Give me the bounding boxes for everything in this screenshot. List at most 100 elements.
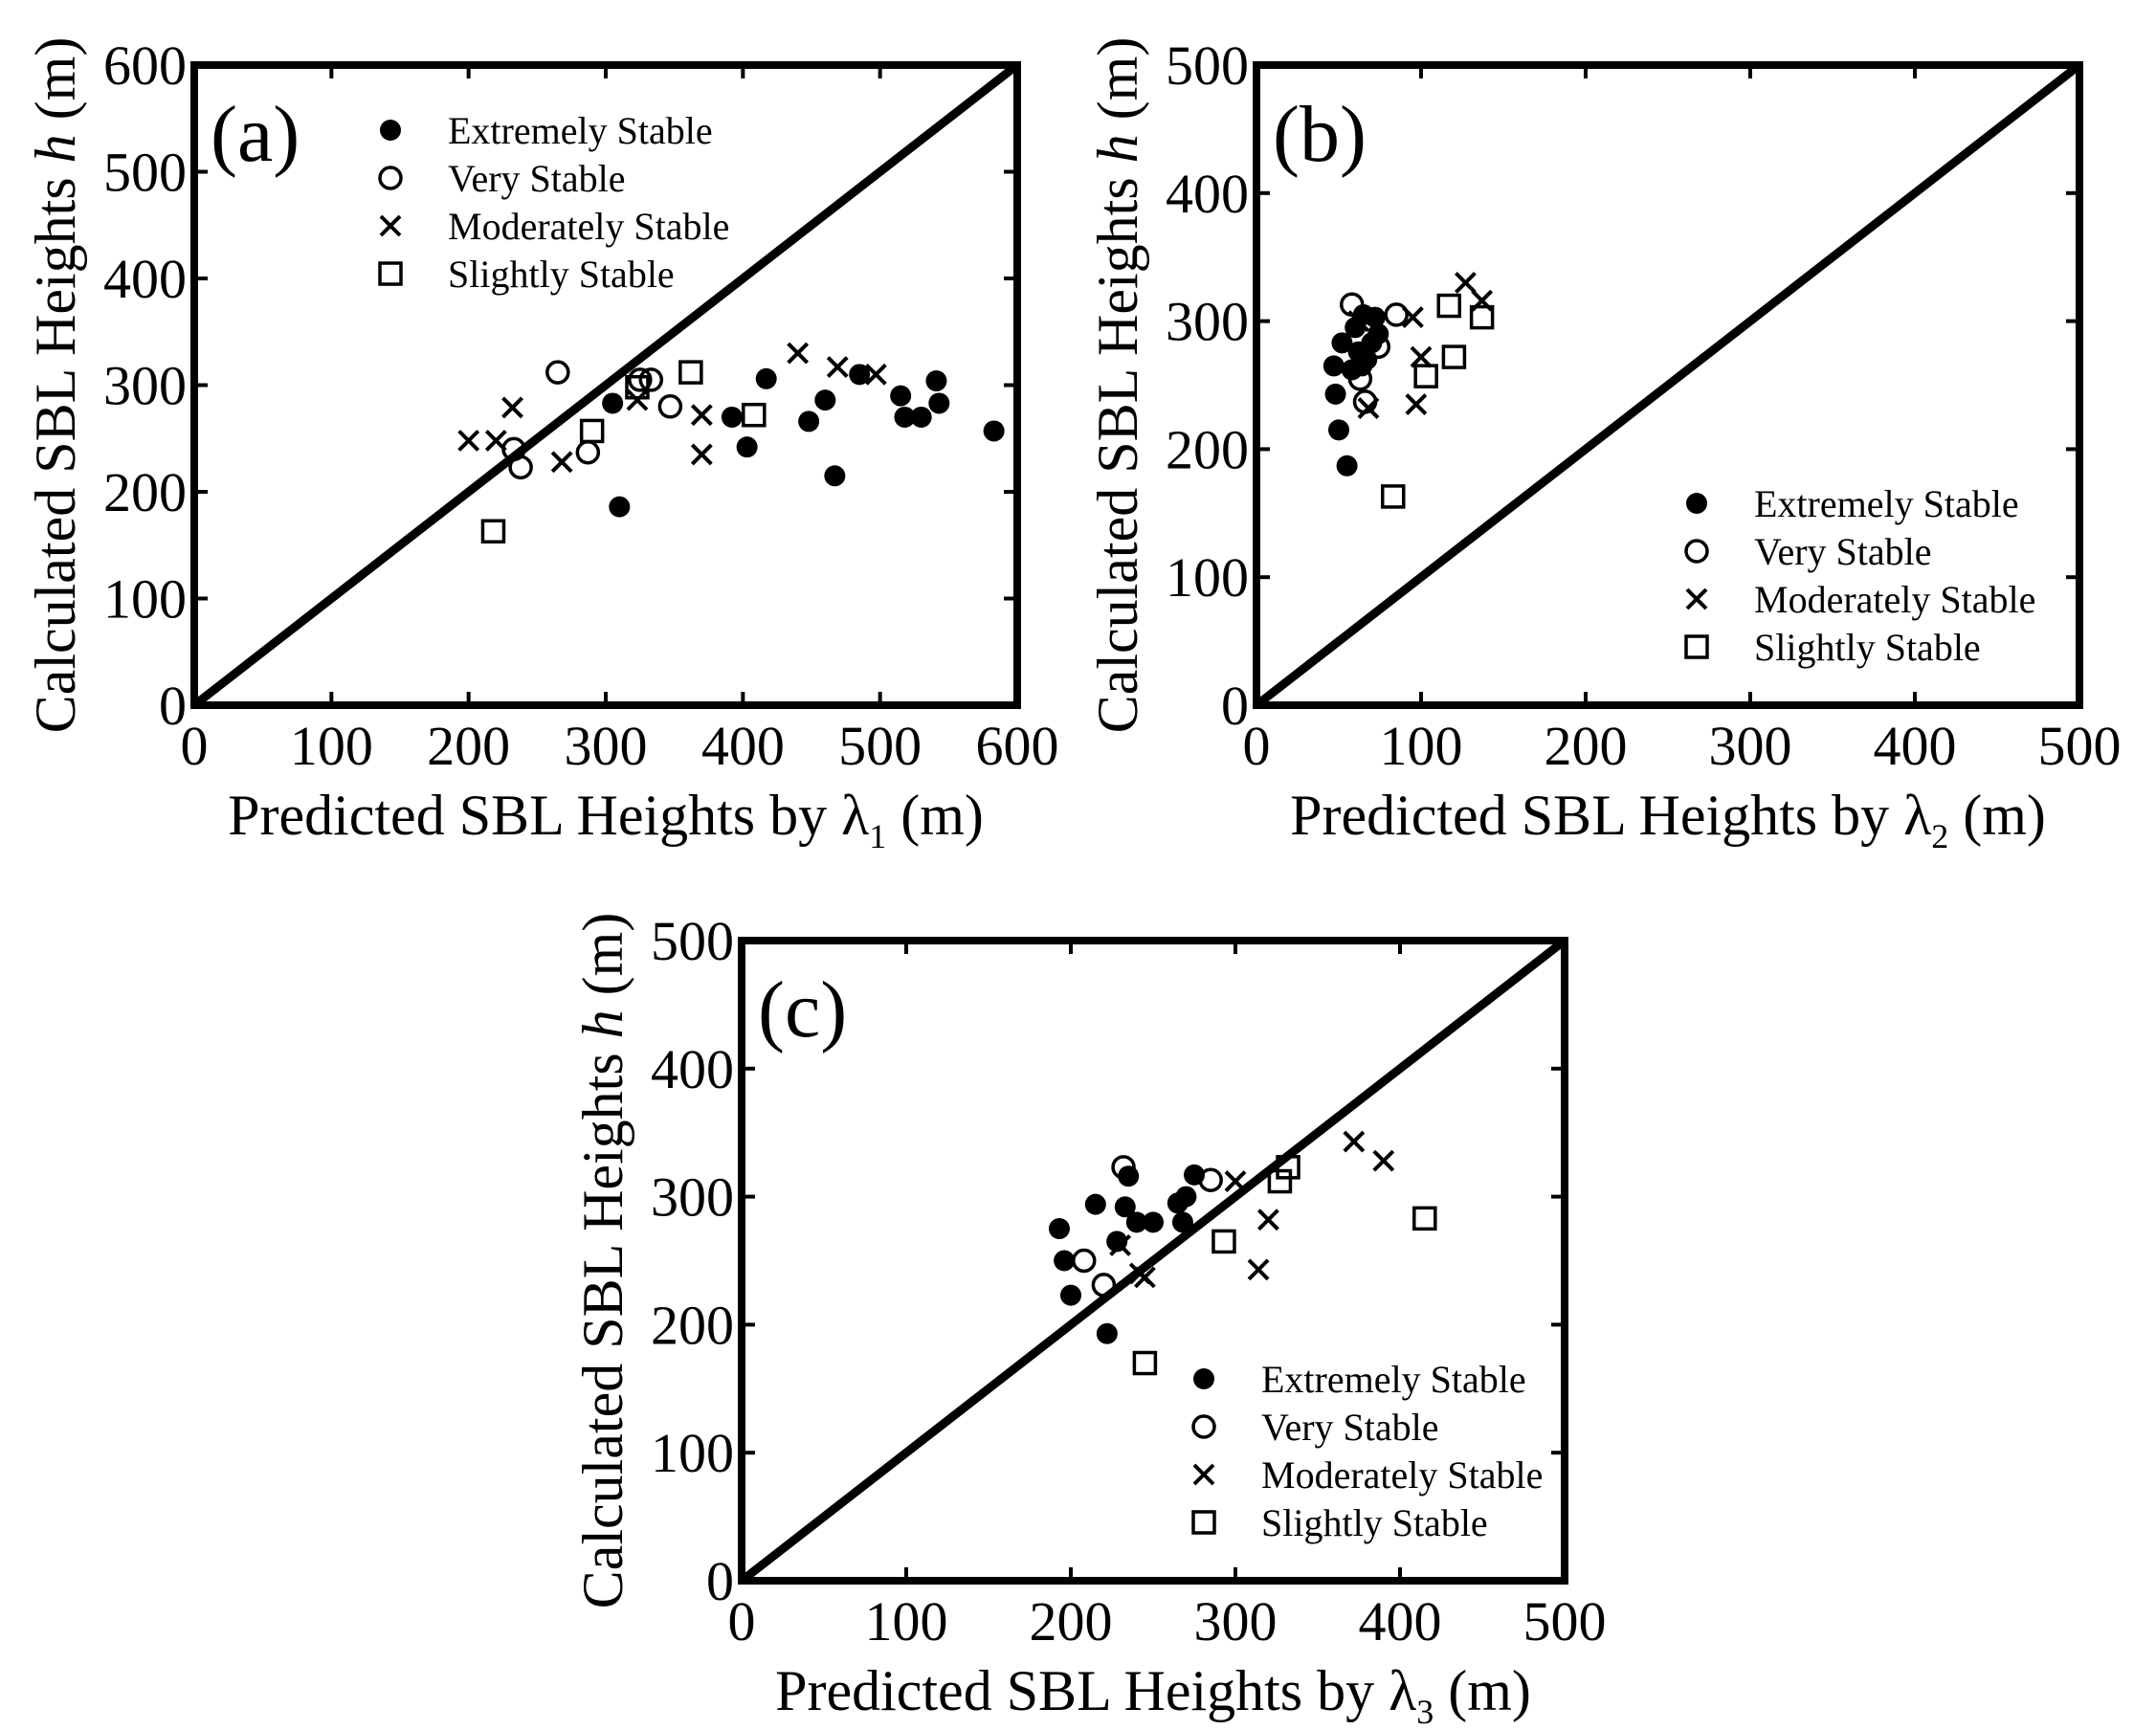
x-tick-label: 500 <box>2038 715 2122 777</box>
legend-marker <box>1686 493 1707 514</box>
y-axis-label: Calculated SBL Heights h (m) <box>571 913 634 1609</box>
data-point <box>1384 302 1409 327</box>
x-tick-label: 600 <box>976 715 1059 777</box>
x-tick-label: 300 <box>1194 1590 1278 1652</box>
x-tick-label: 200 <box>1030 1590 1113 1652</box>
y-tick-label: 300 <box>1166 291 1249 353</box>
marker-x-stroke <box>1192 1463 1215 1486</box>
data-point <box>1324 383 1346 405</box>
marker-x-stroke <box>1256 1209 1279 1231</box>
marker-x-stroke <box>1109 1234 1132 1256</box>
marker-x-stroke <box>1405 393 1428 415</box>
marker-x-stroke <box>1247 1258 1270 1281</box>
scatter-panel-3: 0 100 200 300 400 500 0 100 200 300 400 500 (c) Predi… <box>571 910 1607 1730</box>
scatter-panel-1: 0 100 200 300 400 500 600 0 100 200 300 400 500 600 (a… <box>24 34 1059 855</box>
data-point <box>628 367 653 392</box>
series-open-square <box>1381 293 1495 509</box>
y-tick-label: 500 <box>1166 34 1249 97</box>
y-axis-label: Calculated SBL Heights h (m) <box>24 37 87 734</box>
legend-marker <box>1684 634 1709 659</box>
data-point <box>755 367 777 389</box>
series-filled-circle <box>1322 303 1389 477</box>
legend-marker <box>1684 539 1709 564</box>
legend-label: Extremely Stable <box>448 109 713 152</box>
data-point <box>798 410 820 432</box>
y-tick-label: 0 <box>706 1550 734 1612</box>
x-tick-label: 500 <box>838 715 922 777</box>
data-point <box>1366 334 1391 360</box>
marker-x-stroke <box>826 356 849 378</box>
x-tick-label: 100 <box>865 1590 948 1652</box>
data-point <box>1412 1206 1437 1231</box>
data-point <box>1256 1209 1279 1231</box>
data-point <box>1096 1322 1118 1344</box>
data-point <box>625 374 650 400</box>
y-tick-label: 100 <box>103 568 187 631</box>
data-point <box>1364 306 1386 328</box>
x-tick-label: 0 <box>1243 715 1271 777</box>
marker-x-stroke <box>484 430 507 452</box>
legend-label: Slightly Stable <box>1261 1501 1488 1544</box>
data-point <box>1048 1218 1070 1240</box>
legend-marker <box>1191 1414 1216 1439</box>
data-point <box>1198 1167 1223 1192</box>
data-point <box>1441 344 1467 369</box>
data-point <box>1436 293 1461 319</box>
x-tick-label: 400 <box>701 715 785 777</box>
x-axis-label: Predicted SBL Heights by λ3 (m) <box>775 1659 1531 1730</box>
marker-x-stroke <box>501 396 523 419</box>
series-open-circle <box>501 360 683 480</box>
x-tick-label: 400 <box>1874 715 1957 777</box>
x-tick-label: 400 <box>1359 1590 1442 1652</box>
legend-label: Very Stable <box>1261 1406 1439 1449</box>
data-point <box>787 342 810 365</box>
data-point <box>1331 332 1353 354</box>
one-to-one-line <box>191 61 1020 709</box>
y-axis-label: Calculated SBL Heights h (m) <box>1086 37 1149 734</box>
x-axis-label: Predicted SBL Heights by λ2 (m) <box>1290 784 2046 855</box>
data-point <box>928 392 950 414</box>
marker-x-stroke <box>1455 272 1477 294</box>
data-point <box>864 363 887 386</box>
marker-x-stroke <box>1357 397 1380 419</box>
y-tick-label: 400 <box>1166 163 1249 225</box>
legend-label: Moderately Stable <box>448 205 729 248</box>
x-tick-label: 200 <box>1545 715 1628 777</box>
y-tick-label: 100 <box>651 1422 734 1484</box>
legend-marker <box>378 261 403 286</box>
legend-label: Moderately Stable <box>1261 1453 1543 1497</box>
legend-label: Slightly Stable <box>1754 626 1981 669</box>
data-point <box>1336 455 1358 477</box>
data-point <box>638 367 664 392</box>
data-point <box>1357 397 1380 419</box>
marker-x-stroke <box>690 443 713 466</box>
data-point <box>626 388 649 411</box>
data-point <box>1109 1234 1132 1256</box>
series-open-square <box>480 360 767 544</box>
data-point <box>1455 272 1477 294</box>
data-point <box>742 402 767 428</box>
y-tick-label: 200 <box>103 461 187 523</box>
data-point <box>894 406 916 428</box>
data-point <box>849 364 871 386</box>
legend-marker <box>1191 1510 1216 1535</box>
data-point <box>609 496 631 518</box>
y-tick-label: 200 <box>1166 418 1249 480</box>
marker-x-stroke <box>1410 345 1433 368</box>
legend-marker <box>1685 588 1708 610</box>
data-point <box>1469 304 1495 330</box>
data-point <box>690 443 713 466</box>
legend-marker <box>1193 1368 1214 1389</box>
data-point <box>657 394 683 419</box>
data-point <box>457 430 480 452</box>
marker-x-stroke <box>626 388 649 411</box>
legend-label: Slightly Stable <box>448 253 675 296</box>
data-point <box>1175 1186 1197 1208</box>
data-point <box>1413 364 1438 388</box>
data-point <box>1347 366 1373 391</box>
x-tick-label: 0 <box>728 1590 756 1652</box>
